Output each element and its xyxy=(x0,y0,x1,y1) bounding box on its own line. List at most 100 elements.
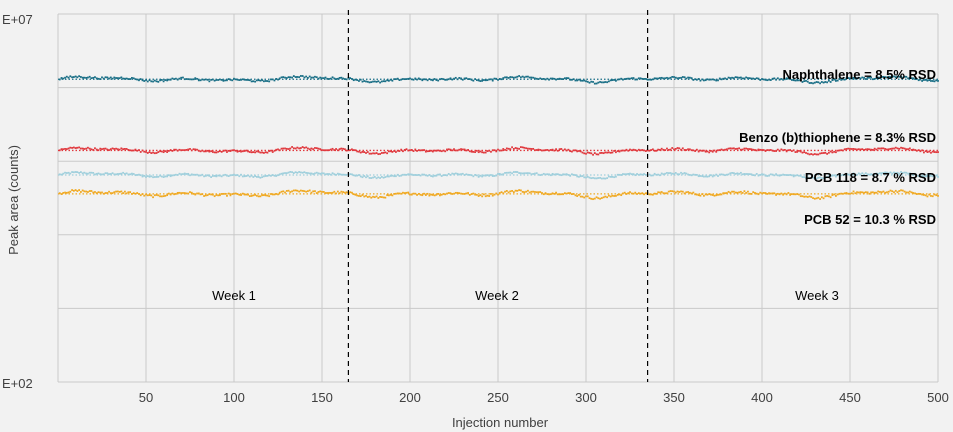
data-point xyxy=(203,78,205,81)
data-point xyxy=(914,78,917,81)
data-point xyxy=(915,174,918,177)
x-tick-label: 500 xyxy=(927,390,949,405)
x-tick-label: 150 xyxy=(311,390,333,405)
data-point xyxy=(509,148,512,151)
data-point xyxy=(745,191,748,194)
data-point xyxy=(718,193,721,196)
data-point xyxy=(240,194,242,196)
data-point xyxy=(88,171,91,174)
data-point xyxy=(343,173,346,176)
data-point xyxy=(886,191,888,194)
data-point xyxy=(572,78,575,81)
data-point xyxy=(812,153,814,156)
data-point xyxy=(285,147,288,150)
data-point xyxy=(94,173,96,176)
data-point xyxy=(729,77,732,79)
data-point xyxy=(224,173,227,176)
data-point xyxy=(366,151,369,153)
data-point xyxy=(650,149,653,151)
data-point xyxy=(185,78,188,80)
data-point xyxy=(676,190,679,193)
data-point xyxy=(468,150,471,153)
data-point xyxy=(440,193,443,196)
data-point xyxy=(937,176,939,178)
data-point xyxy=(850,148,853,150)
data-point xyxy=(314,147,316,149)
data-point xyxy=(641,77,644,80)
data-point xyxy=(277,193,279,196)
data-point xyxy=(743,173,746,175)
data-point xyxy=(826,175,829,178)
data-point xyxy=(884,171,887,174)
data-point xyxy=(206,174,209,177)
data-point xyxy=(456,172,459,175)
data-point xyxy=(615,151,617,154)
data-point xyxy=(150,175,153,178)
data-point xyxy=(85,190,88,193)
data-point xyxy=(101,148,103,150)
data-point xyxy=(715,79,718,82)
data-point xyxy=(569,174,572,177)
data-point xyxy=(412,174,415,176)
data-point xyxy=(511,146,513,149)
data-point xyxy=(298,171,301,173)
data-point xyxy=(783,149,786,151)
data-point xyxy=(586,151,589,154)
data-point xyxy=(842,149,844,152)
data-point xyxy=(900,75,902,78)
data-point xyxy=(238,79,241,81)
data-point xyxy=(717,79,719,82)
data-point xyxy=(849,192,851,195)
data-point xyxy=(919,150,922,153)
data-point xyxy=(444,150,447,153)
data-point xyxy=(456,191,459,194)
data-point xyxy=(803,176,806,178)
data-point xyxy=(738,76,741,79)
data-point xyxy=(660,172,663,175)
data-point xyxy=(787,174,790,176)
data-point xyxy=(197,192,200,195)
data-point xyxy=(813,197,816,200)
data-point xyxy=(229,78,232,81)
data-point xyxy=(697,78,700,80)
data-point xyxy=(94,191,96,193)
data-point xyxy=(620,174,623,176)
data-point xyxy=(238,150,241,153)
data-point xyxy=(407,77,410,80)
data-point xyxy=(674,148,677,150)
data-point xyxy=(764,78,767,81)
data-point xyxy=(435,79,438,81)
data-point xyxy=(120,76,123,79)
data-point xyxy=(609,151,612,154)
data-point xyxy=(863,149,865,151)
data-point xyxy=(319,190,322,193)
data-point xyxy=(775,78,777,81)
data-point xyxy=(886,171,888,174)
data-point xyxy=(528,172,531,175)
data-point xyxy=(85,172,88,175)
data-point xyxy=(90,148,93,151)
data-point xyxy=(294,189,297,192)
data-point xyxy=(372,195,374,198)
data-point xyxy=(365,194,367,197)
data-point xyxy=(558,193,561,196)
data-point xyxy=(565,149,568,152)
data-point xyxy=(817,81,820,84)
data-point xyxy=(292,189,295,192)
data-point xyxy=(247,174,249,177)
data-point xyxy=(727,147,730,150)
data-point xyxy=(273,79,276,82)
data-point xyxy=(583,196,586,199)
data-point xyxy=(386,175,389,178)
data-point xyxy=(99,78,102,80)
data-point xyxy=(257,150,260,153)
data-point xyxy=(747,148,749,150)
data-point xyxy=(116,173,119,175)
data-point xyxy=(778,174,781,177)
data-point xyxy=(808,153,811,156)
data-point xyxy=(159,195,161,198)
data-point xyxy=(291,171,293,174)
data-point xyxy=(271,78,274,81)
data-point xyxy=(467,173,469,176)
data-point xyxy=(511,190,513,192)
